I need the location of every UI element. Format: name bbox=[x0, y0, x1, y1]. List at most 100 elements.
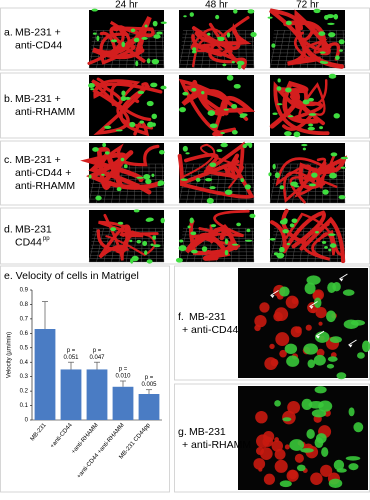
green-cell bbox=[244, 184, 251, 190]
green-cell bbox=[88, 174, 92, 179]
green-cell bbox=[291, 218, 298, 224]
micrograph-3d bbox=[177, 141, 255, 204]
green-cell bbox=[279, 286, 290, 297]
green-cell bbox=[287, 115, 294, 118]
floor-grid bbox=[245, 228, 247, 263]
red-cell bbox=[284, 444, 290, 450]
green-cell bbox=[333, 13, 339, 20]
micrograph-3d bbox=[269, 208, 346, 264]
arrow bbox=[309, 301, 318, 307]
green-cell bbox=[302, 147, 306, 151]
green-cell bbox=[326, 363, 335, 369]
red-cell bbox=[305, 324, 312, 331]
green-cell bbox=[226, 74, 234, 81]
panel-label: MB-231 bbox=[189, 426, 226, 438]
green-cell bbox=[216, 149, 223, 153]
red-cell bbox=[311, 308, 316, 314]
panel-label: MB-231 bbox=[189, 311, 226, 323]
p-value: p = bbox=[145, 375, 154, 381]
green-cell bbox=[120, 157, 125, 162]
red-cell bbox=[315, 306, 327, 319]
micrograph-3d bbox=[268, 143, 348, 204]
green-cell bbox=[120, 96, 127, 102]
green-cell bbox=[321, 447, 329, 457]
green-cell bbox=[336, 468, 347, 473]
floor-grid bbox=[161, 228, 165, 263]
green-cell bbox=[136, 239, 142, 244]
green-cell bbox=[146, 217, 154, 222]
green-cell bbox=[308, 113, 317, 116]
green-cell bbox=[144, 24, 148, 28]
red-cell bbox=[260, 447, 273, 461]
green-cell bbox=[308, 97, 314, 102]
red-vessel bbox=[273, 81, 330, 136]
y-tick-label: 0.4 bbox=[20, 360, 29, 366]
green-cell bbox=[115, 129, 123, 132]
green-cell bbox=[302, 99, 310, 105]
green-cell bbox=[353, 422, 364, 433]
panel-label: + anti-CD44 bbox=[182, 324, 238, 336]
green-cell bbox=[156, 31, 163, 35]
green-cell bbox=[277, 78, 281, 83]
green-cell bbox=[88, 83, 95, 89]
y-tick-label: 0.6 bbox=[20, 331, 29, 337]
green-cell bbox=[293, 131, 301, 138]
micrograph-3d bbox=[87, 8, 167, 69]
green-cell bbox=[179, 239, 184, 243]
red-cell bbox=[269, 343, 275, 350]
green-cell bbox=[311, 409, 327, 418]
green-cell bbox=[279, 246, 285, 253]
red-cell bbox=[274, 307, 289, 322]
green-cell bbox=[328, 32, 336, 38]
green-cell bbox=[272, 163, 276, 170]
green-cell bbox=[116, 187, 122, 192]
green-cell bbox=[129, 239, 133, 243]
green-cell bbox=[151, 113, 157, 120]
panel-letter: g. bbox=[178, 426, 187, 438]
green-cell bbox=[322, 189, 329, 195]
red-cell bbox=[285, 295, 299, 309]
green-cell bbox=[201, 90, 205, 95]
green-cell bbox=[206, 197, 214, 204]
bar bbox=[112, 386, 134, 420]
green-cell bbox=[189, 217, 194, 224]
red-vessel bbox=[178, 78, 249, 137]
green-cell bbox=[290, 181, 298, 187]
red-cell bbox=[318, 321, 323, 326]
red-vessel bbox=[283, 9, 345, 69]
green-cell bbox=[223, 108, 229, 111]
micrograph-3d bbox=[80, 142, 165, 204]
y-tick-label: 0.8 bbox=[20, 302, 29, 308]
red-cell bbox=[294, 453, 304, 463]
green-cell bbox=[187, 225, 191, 229]
panel-border bbox=[0, 265, 170, 493]
green-cell bbox=[242, 144, 247, 149]
red-vessel bbox=[93, 77, 154, 130]
green-cell bbox=[150, 82, 158, 88]
green-cell bbox=[301, 143, 308, 147]
green-cell bbox=[152, 20, 158, 27]
floor-grid bbox=[141, 163, 143, 204]
green-cell bbox=[233, 83, 241, 89]
green-cell bbox=[145, 178, 152, 185]
green-cell bbox=[286, 242, 291, 246]
green-cell bbox=[274, 400, 281, 407]
green-cell bbox=[314, 386, 327, 394]
panel-label-superscript: pp bbox=[43, 236, 50, 242]
green-cell bbox=[143, 174, 151, 180]
green-cell bbox=[146, 58, 151, 64]
micrograph-3d bbox=[175, 209, 256, 263]
green-cell bbox=[249, 213, 256, 218]
green-cell bbox=[92, 32, 97, 35]
green-cell bbox=[308, 123, 314, 127]
y-axis-label: Velocity (µm/min) bbox=[7, 332, 13, 378]
red-cell bbox=[263, 473, 276, 485]
green-cell bbox=[153, 34, 161, 39]
green-cell bbox=[92, 147, 99, 152]
bar bbox=[86, 369, 108, 420]
green-cell bbox=[327, 356, 338, 362]
green-cell bbox=[90, 88, 95, 91]
column-header: 24 hr bbox=[115, 0, 138, 11]
green-cell bbox=[153, 244, 161, 248]
red-vessel bbox=[180, 163, 255, 199]
